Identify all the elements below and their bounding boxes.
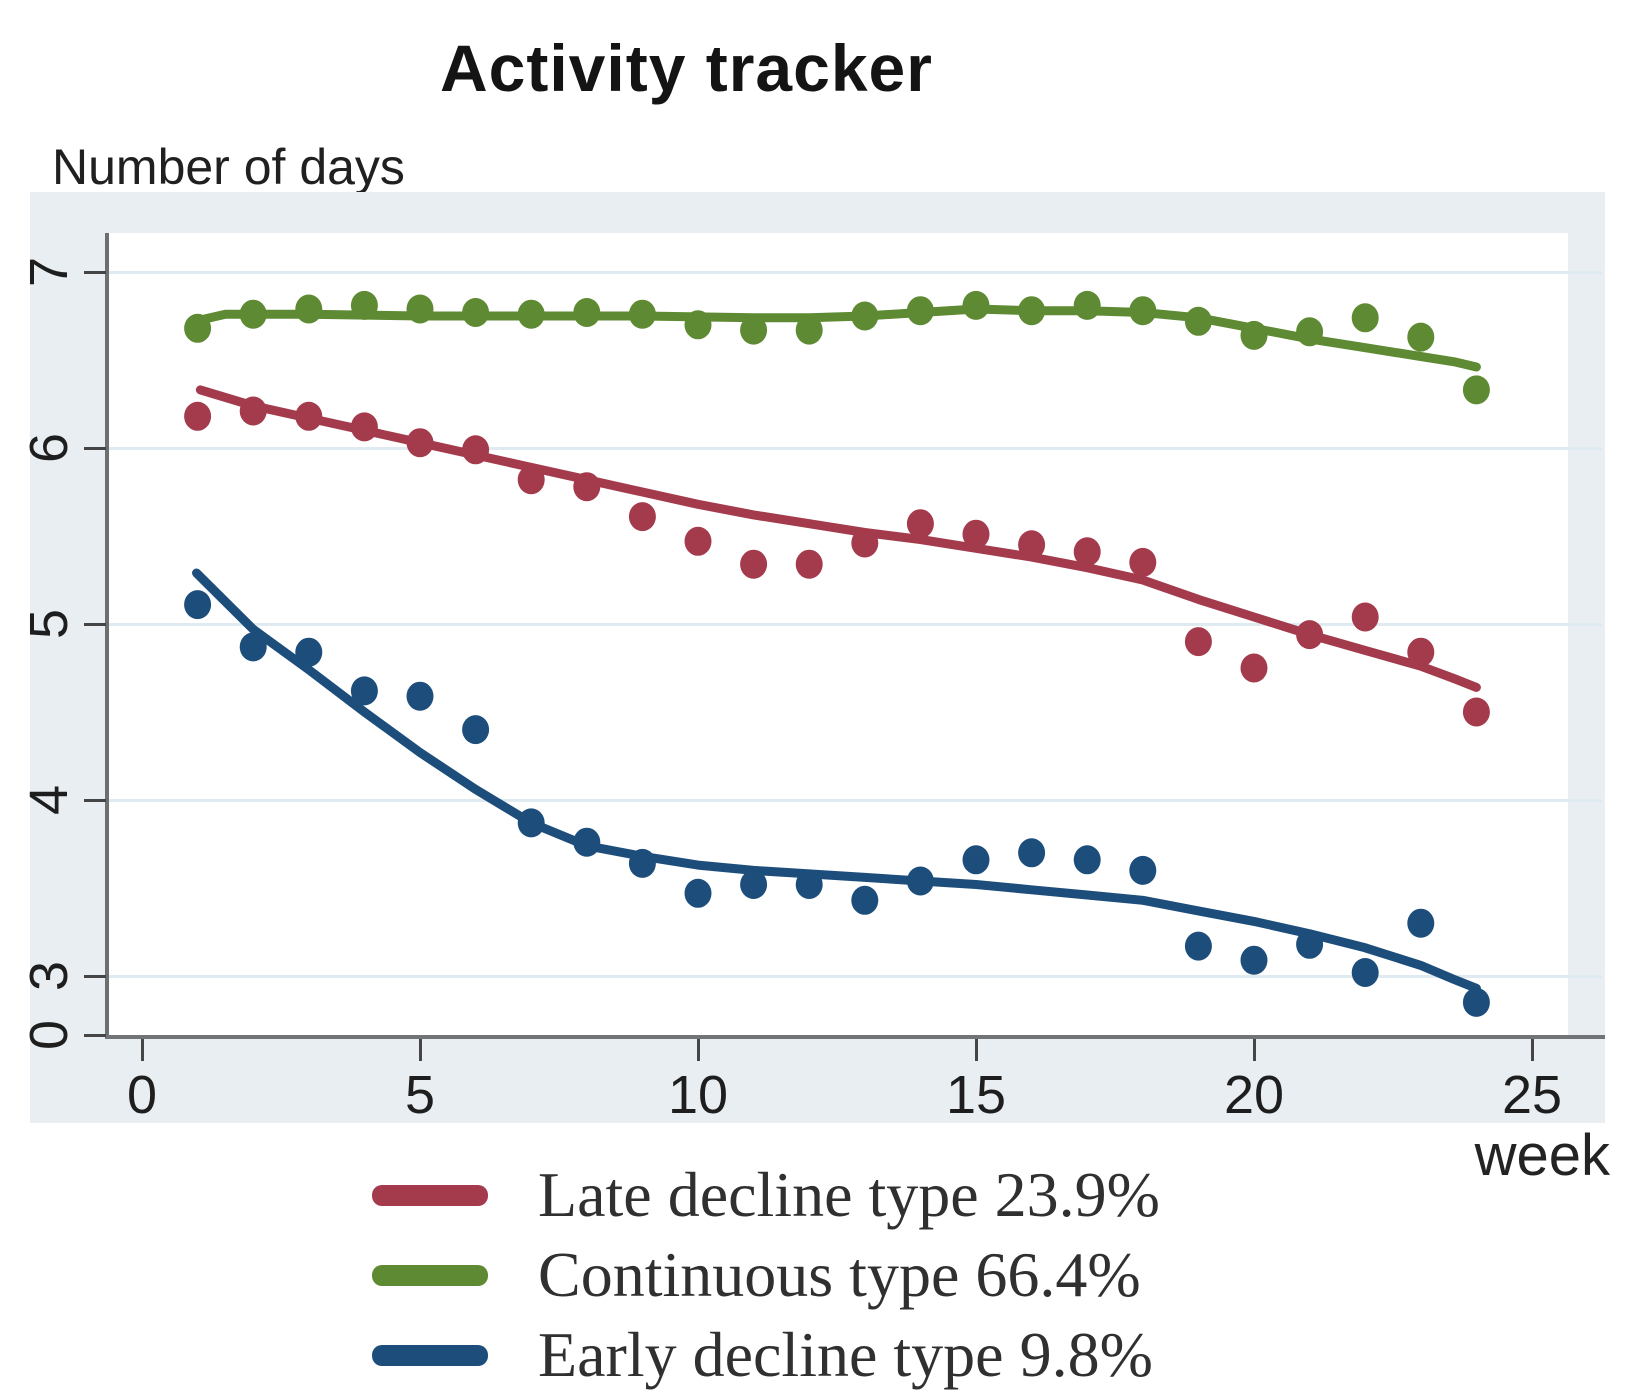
x-tick-label-5: 5 bbox=[404, 1065, 436, 1125]
legend-row-continuous: Continuous type 66.4% bbox=[372, 1235, 1372, 1315]
x-tick bbox=[419, 1039, 422, 1061]
legend-label: Continuous type 66.4% bbox=[538, 1239, 1141, 1310]
legend-row-early-decline: Early decline type 9.8% bbox=[372, 1315, 1372, 1395]
y-tick-label-0: 0 bbox=[19, 1019, 79, 1051]
y-tick-label-6: 6 bbox=[19, 432, 79, 464]
legend-label: Early decline type 9.8% bbox=[538, 1319, 1153, 1390]
x-tick-label-20: 20 bbox=[1223, 1065, 1285, 1125]
continuous-line-swatch-icon bbox=[372, 1264, 488, 1286]
gridline-4 bbox=[108, 799, 1602, 802]
gridline-5 bbox=[108, 623, 1602, 626]
x-tick-label-0: 0 bbox=[126, 1065, 158, 1125]
x-tick bbox=[697, 1039, 700, 1061]
legend-row-late-decline: Late decline type 23.9% bbox=[372, 1155, 1372, 1235]
x-tick bbox=[1531, 1039, 1534, 1061]
x-tick bbox=[141, 1039, 144, 1061]
y-tick-label-7: 7 bbox=[19, 256, 79, 288]
legend: Late decline type 23.9% Continuous type … bbox=[372, 1155, 1372, 1395]
y-tick bbox=[84, 447, 106, 450]
y-tick-label-4: 4 bbox=[19, 784, 79, 816]
x-axis-title: week bbox=[1474, 1123, 1610, 1188]
x-tick-label-15: 15 bbox=[945, 1065, 1007, 1125]
y-axis-line bbox=[105, 233, 109, 1037]
x-tick-label-25: 25 bbox=[1501, 1065, 1563, 1125]
legend-label: Late decline type 23.9% bbox=[538, 1159, 1160, 1230]
x-tick bbox=[975, 1039, 978, 1061]
chart-title: Activity tracker bbox=[440, 31, 933, 105]
y-tick-label-5: 5 bbox=[19, 608, 79, 640]
gridline-3 bbox=[108, 975, 1602, 978]
gridline-6 bbox=[108, 447, 1602, 450]
late-decline-line-swatch-icon bbox=[372, 1184, 488, 1206]
y-tick bbox=[84, 271, 106, 274]
y-tick bbox=[84, 623, 106, 626]
plot-area bbox=[108, 233, 1568, 1035]
x-axis-line bbox=[105, 1035, 1605, 1039]
early-decline-line-swatch-icon bbox=[372, 1344, 488, 1366]
x-tick-label-10: 10 bbox=[667, 1065, 729, 1125]
gridline-7 bbox=[108, 271, 1602, 274]
y-tick bbox=[84, 799, 106, 802]
y-tick bbox=[84, 975, 106, 978]
y-tick bbox=[84, 1034, 106, 1037]
y-axis-title: Number of days bbox=[52, 139, 405, 195]
x-tick bbox=[1253, 1039, 1256, 1061]
